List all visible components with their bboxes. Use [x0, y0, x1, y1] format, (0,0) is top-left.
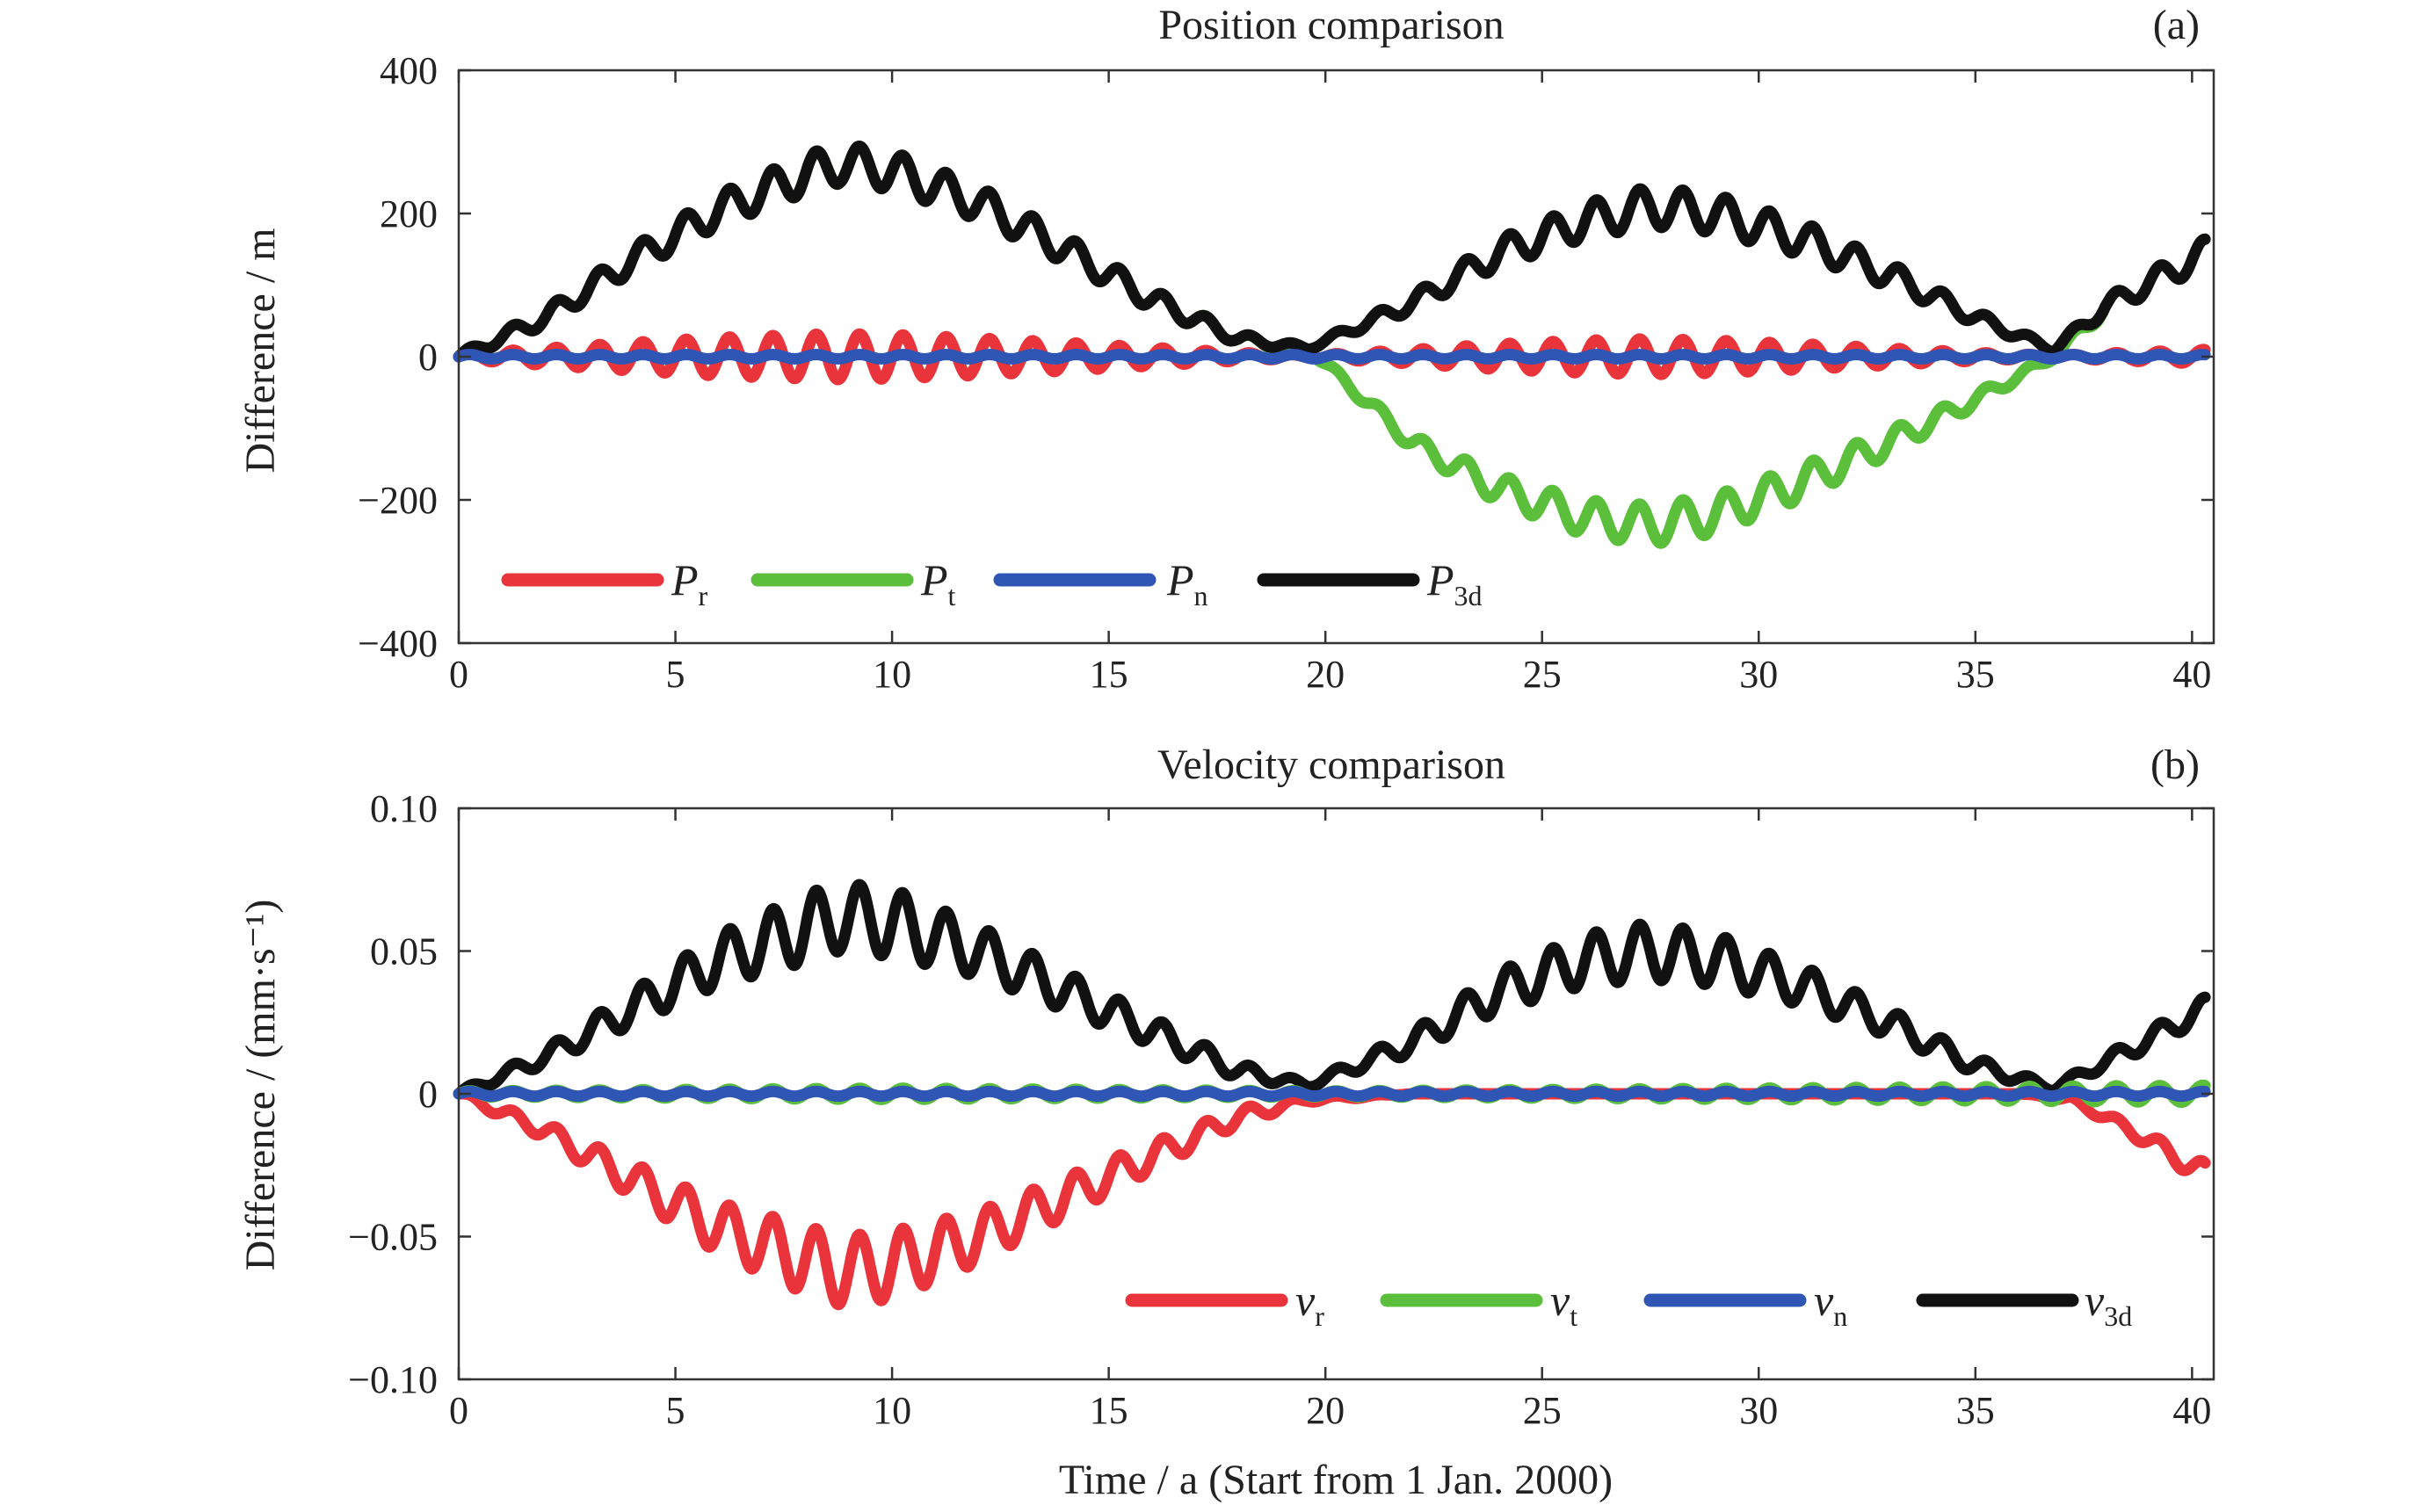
legend-label-v-n: vn	[1814, 1276, 1847, 1332]
position-panel-label: (a)	[2153, 2, 2200, 48]
legend-item-v-r: vr	[1125, 1276, 1324, 1332]
position-x-tick-label: 0	[449, 653, 468, 696]
position-y-tick-label: −400	[358, 622, 438, 665]
legend-item-v-n: vn	[1643, 1276, 1847, 1332]
velocity-x-tick-label: 35	[1956, 1389, 1995, 1432]
legend-item-p-r: Pr	[501, 555, 708, 611]
velocity-y-tick-label: −0.10	[348, 1358, 438, 1401]
position-x-tick-label: 20	[1306, 653, 1345, 696]
position-y-tick-label: −200	[358, 479, 438, 522]
series-line-p-3d	[453, 141, 2211, 363]
position-x-tick-label: 40	[2172, 653, 2211, 696]
position-ticks: 0 5 10 15 20 25 30 35 40 400 200 0 −200 −400	[358, 49, 2214, 696]
velocity-chart-title: Velocity comparison	[1157, 742, 1505, 788]
position-y-tick-label: 400	[380, 49, 438, 92]
legend-item-p-n: Pn	[993, 555, 1208, 611]
position-x-tick-label: 5	[666, 653, 685, 696]
velocity-x-tick-label: 40	[2172, 1389, 2211, 1432]
legend-label-p-3d: P3d	[1426, 555, 1483, 611]
legend-label-v-r: vr	[1295, 1276, 1324, 1332]
position-x-tick-label: 10	[873, 653, 911, 696]
legend-label-v-t: vt	[1550, 1276, 1577, 1332]
velocity-legend: vr vt vn v3d	[1125, 1276, 2132, 1332]
position-y-tick-label: 0	[418, 336, 438, 379]
series-line-v-r	[453, 1088, 2211, 1311]
velocity-x-tick-label: 10	[873, 1389, 911, 1432]
velocity-y-tick-label: 0	[418, 1073, 438, 1116]
series-line-p-n	[453, 349, 2211, 365]
velocity-x-tick-label: 25	[1523, 1389, 1562, 1432]
velocity-x-tick-label: 5	[666, 1389, 685, 1432]
series-line-v-3d	[453, 879, 2211, 1100]
position-x-tick-label: 15	[1090, 653, 1128, 696]
velocity-x-tick-label: 30	[1739, 1389, 1778, 1432]
velocity-x-tick-label: 0	[449, 1389, 468, 1432]
velocity-lines	[453, 879, 2211, 1311]
velocity-x-tick-label: 15	[1090, 1389, 1128, 1432]
velocity-y-axis-title: Difference / (mm·s⁻¹)	[237, 900, 284, 1271]
legend-label-p-n: Pn	[1166, 555, 1208, 611]
legend-item-p-t: Pt	[751, 555, 956, 611]
legend-item-v-3d: v3d	[1916, 1276, 2132, 1332]
velocity-ticks: 0 5 10 15 20 25 30 35 40 0.10 0.05 0 −0.05 −0.10	[348, 787, 2214, 1432]
position-y-tick-label: 200	[380, 192, 438, 235]
panel-position: Position comparison (a) Difference / m 0…	[237, 2, 2215, 696]
legend-item-v-t: vt	[1380, 1276, 1577, 1332]
position-chart-title: Position comparison	[1158, 2, 1504, 48]
position-y-axis-title: Difference / m	[237, 228, 284, 474]
legend-item-p-3d: P3d	[1257, 555, 1483, 611]
legend-label-p-r: Pr	[671, 555, 708, 611]
series-line-v-n	[453, 1085, 2211, 1103]
x-axis-title: Time / a (Start from 1 Jan. 2000)	[1059, 1457, 1613, 1503]
position-x-tick-label: 35	[1956, 653, 1995, 696]
position-x-tick-label: 25	[1523, 653, 1562, 696]
panel-velocity: Velocity comparison (b) Difference / (mm…	[237, 742, 2215, 1503]
velocity-x-tick-label: 20	[1306, 1389, 1345, 1432]
velocity-y-tick-label: 0.05	[370, 930, 438, 973]
position-legend: Pr Pt Pn P3d	[501, 555, 1483, 611]
position-lines	[453, 141, 2211, 549]
legend-label-v-3d: v3d	[2085, 1276, 2132, 1332]
velocity-panel-label: (b)	[2150, 742, 2200, 788]
legend-label-p-t: Pt	[920, 555, 956, 611]
position-x-tick-label: 30	[1739, 653, 1778, 696]
velocity-y-tick-label: −0.05	[348, 1216, 438, 1259]
velocity-y-tick-label: 0.10	[370, 787, 438, 830]
